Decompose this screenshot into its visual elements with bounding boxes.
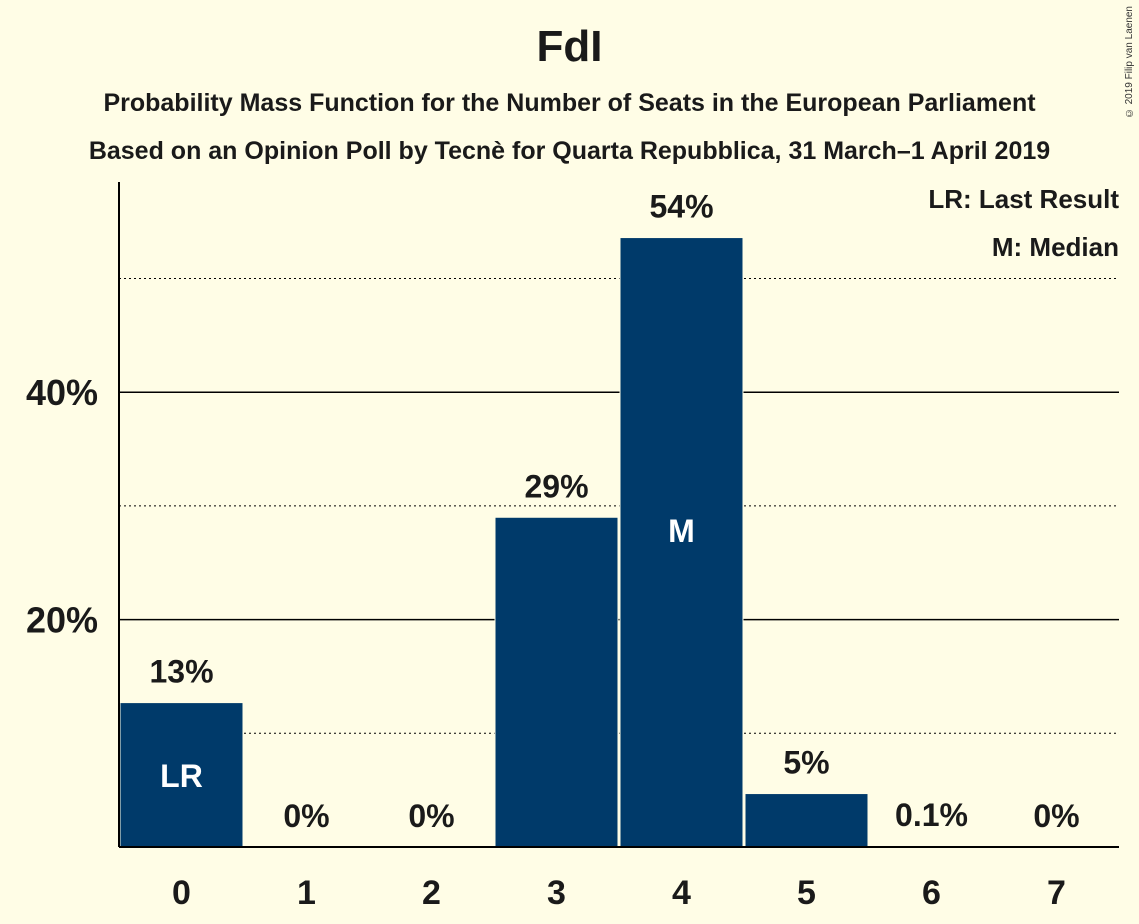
labels: 20% 40% 13% LR 0 0% 1 0% 2 29% 3 54% M 4 5% 5 0.1% 6 0% 7 bbox=[26, 189, 1080, 912]
data-label: 5% bbox=[783, 745, 829, 781]
x-tick-label: 0 bbox=[172, 874, 191, 912]
bar-5 bbox=[744, 793, 869, 848]
bar-0 bbox=[119, 702, 244, 848]
x-tick-label: 3 bbox=[547, 874, 566, 912]
data-label: 29% bbox=[524, 468, 588, 504]
legend-last-result: LR: Last Result bbox=[928, 184, 1119, 214]
gridlines bbox=[119, 278, 1119, 734]
y-tick-label: 40% bbox=[26, 372, 98, 413]
x-tick-label: 6 bbox=[922, 874, 941, 912]
legend-median: M: Median bbox=[991, 232, 1119, 262]
x-tick-label: 7 bbox=[1047, 874, 1066, 912]
y-tick-label: 20% bbox=[26, 600, 98, 641]
bar-4 bbox=[619, 237, 744, 848]
data-label: 13% bbox=[149, 654, 213, 690]
data-label: 0% bbox=[1033, 798, 1079, 834]
x-tick-label: 2 bbox=[422, 874, 441, 912]
axes bbox=[118, 182, 1119, 848]
data-label: 0% bbox=[283, 798, 329, 834]
chart-subtitle-pmf: Probability Mass Function for the Number… bbox=[103, 89, 1036, 117]
data-label: 54% bbox=[649, 189, 713, 225]
data-label: 0.1% bbox=[895, 797, 968, 833]
chart-title: FdI bbox=[536, 22, 603, 71]
chart-subtitle-poll: Based on an Opinion Poll by Tecnè for Qu… bbox=[88, 137, 1051, 165]
x-tick-label: 4 bbox=[672, 874, 691, 912]
x-tick-label: 5 bbox=[797, 874, 816, 912]
bars bbox=[119, 237, 994, 848]
bar-marker-lr: LR bbox=[160, 758, 203, 794]
data-label: 0% bbox=[408, 798, 454, 834]
bar-3 bbox=[494, 516, 619, 848]
x-tick-label: 1 bbox=[297, 874, 316, 912]
bar-marker-m: M bbox=[668, 513, 695, 549]
